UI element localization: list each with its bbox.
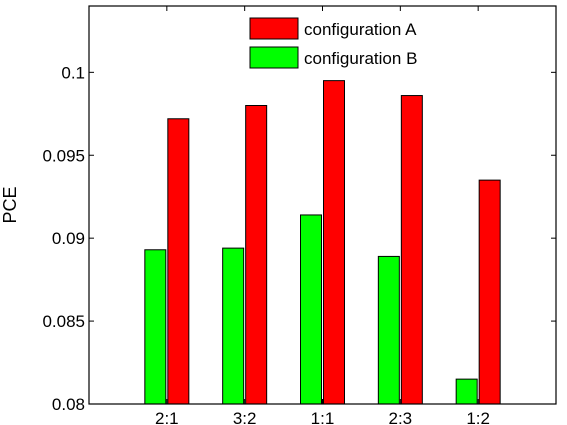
- bar-configuration-b-2-3: [377, 255, 400, 405]
- y-tick-label: 0.095: [42, 146, 85, 165]
- x-tick-label: 3:2: [233, 409, 257, 425]
- bar-configuration-a-1-1: [323, 80, 345, 405]
- bar-configuration-b-3-2: [222, 247, 245, 405]
- bar-configuration-b-2-1: [144, 249, 167, 405]
- ticks-group: 0.08 0.085 0.09 0.095 0.1 2:1 3:2 1:1 2:3 1:2: [42, 6, 556, 425]
- y-tick-label: 0.085: [42, 312, 85, 331]
- legend-label: configuration B: [304, 49, 417, 68]
- legend-swatch: [249, 46, 299, 69]
- bar-configuration-a-1-2: [478, 179, 501, 405]
- legend: configuration A configuration B: [249, 17, 417, 69]
- bar-configuration-a-2-3: [400, 95, 423, 405]
- bar-configuration-a-2-1: [167, 118, 190, 405]
- y-tick-label: 0.08: [52, 395, 85, 414]
- plot-background: [89, 6, 556, 404]
- bars-group: [144, 80, 501, 405]
- y-axis-label: PCE: [0, 186, 20, 223]
- x-tick-label: 1:1: [311, 409, 335, 425]
- plot-area: [89, 6, 556, 404]
- bar-configuration-b-1-1: [300, 214, 322, 405]
- y-tick-label: 0.09: [52, 229, 85, 248]
- x-tick-label: 2:1: [155, 409, 179, 425]
- y-tick-label: 0.1: [61, 63, 85, 82]
- x-tick-label: 1:2: [466, 409, 490, 425]
- legend-swatch: [249, 17, 299, 40]
- bar-configuration-a-3-2: [245, 105, 268, 405]
- x-tick-label: 2:3: [389, 409, 413, 425]
- legend-label: configuration A: [304, 20, 417, 39]
- bar-configuration-b-1-2: [455, 378, 478, 405]
